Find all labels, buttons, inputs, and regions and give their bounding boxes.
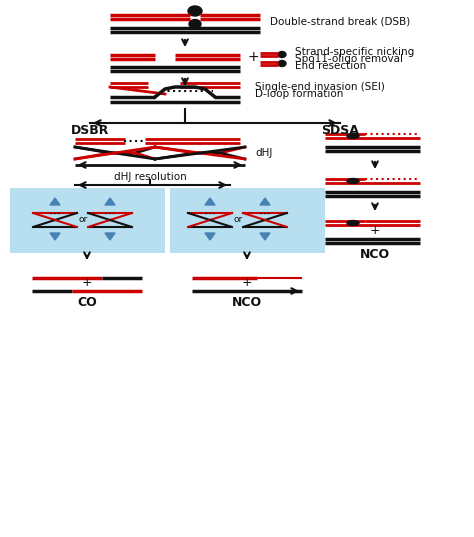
Ellipse shape bbox=[347, 178, 359, 184]
Text: CO: CO bbox=[77, 296, 97, 309]
Text: Spo11-oligo removal: Spo11-oligo removal bbox=[295, 54, 403, 64]
Polygon shape bbox=[105, 198, 115, 205]
FancyBboxPatch shape bbox=[170, 188, 325, 253]
Polygon shape bbox=[50, 233, 60, 240]
Text: +: + bbox=[242, 277, 252, 289]
Text: Double-strand break (DSB): Double-strand break (DSB) bbox=[270, 16, 410, 26]
Text: DSBR: DSBR bbox=[71, 124, 109, 136]
Ellipse shape bbox=[188, 6, 202, 16]
Text: D-loop formation: D-loop formation bbox=[255, 89, 343, 99]
Text: dHJ resolution: dHJ resolution bbox=[114, 172, 186, 182]
Text: Strand-specific nicking: Strand-specific nicking bbox=[295, 47, 414, 57]
Text: +: + bbox=[248, 50, 260, 64]
Polygon shape bbox=[50, 198, 60, 205]
Polygon shape bbox=[205, 233, 215, 240]
Ellipse shape bbox=[278, 61, 286, 67]
Text: dHJ: dHJ bbox=[255, 148, 273, 158]
Text: +: + bbox=[82, 277, 92, 289]
Polygon shape bbox=[260, 198, 270, 205]
Polygon shape bbox=[105, 233, 115, 240]
Ellipse shape bbox=[278, 52, 286, 57]
Text: SDSA: SDSA bbox=[321, 124, 359, 136]
Text: or: or bbox=[78, 215, 88, 224]
Polygon shape bbox=[260, 233, 270, 240]
Text: NCO: NCO bbox=[360, 248, 390, 260]
Ellipse shape bbox=[189, 19, 201, 28]
Text: End resection: End resection bbox=[295, 61, 366, 71]
Polygon shape bbox=[205, 198, 215, 205]
Ellipse shape bbox=[347, 221, 359, 226]
Text: +: + bbox=[370, 223, 380, 236]
Text: Single-end invasion (SEI): Single-end invasion (SEI) bbox=[255, 82, 385, 92]
Ellipse shape bbox=[347, 134, 359, 139]
Text: or: or bbox=[233, 215, 243, 224]
FancyBboxPatch shape bbox=[10, 188, 165, 253]
Text: NCO: NCO bbox=[232, 296, 262, 309]
